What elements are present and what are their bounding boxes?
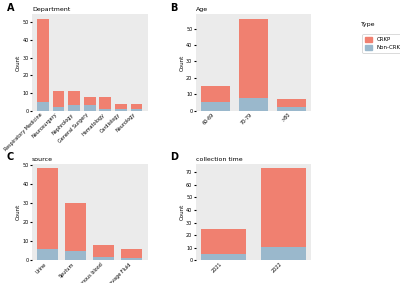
Text: Type: Type (361, 22, 376, 27)
Text: Department: Department (32, 7, 70, 12)
Bar (201, 229, 246, 254)
Text: B: B (170, 3, 178, 12)
Y-axis label: Count: Count (16, 54, 21, 70)
Bar (278, 99, 306, 108)
Bar (131, 109, 142, 111)
Text: A: A (6, 3, 14, 12)
Y-axis label: Count: Count (180, 204, 185, 220)
Bar (261, 168, 306, 246)
Bar (100, 109, 111, 111)
Y-axis label: Count: Count (180, 54, 185, 70)
Text: D: D (170, 152, 178, 162)
Bar (115, 109, 127, 111)
Text: source: source (32, 157, 53, 162)
Text: C: C (6, 152, 14, 162)
Bar (53, 91, 64, 107)
Bar (37, 249, 58, 260)
Bar (201, 86, 230, 102)
Bar (201, 102, 230, 111)
Bar (115, 104, 127, 109)
Bar (68, 105, 80, 111)
Bar (278, 108, 306, 111)
Bar (84, 105, 96, 111)
Bar (37, 168, 58, 249)
Text: collection time: collection time (196, 157, 242, 162)
Bar (84, 97, 96, 105)
Y-axis label: Count: Count (16, 204, 21, 220)
Bar (121, 249, 142, 258)
Bar (65, 203, 86, 251)
Bar (93, 256, 114, 260)
Bar (239, 19, 268, 98)
Bar (201, 254, 246, 260)
Bar (37, 102, 49, 111)
Bar (93, 245, 114, 256)
Bar (239, 98, 268, 111)
Bar (37, 19, 49, 102)
Legend: CRKP, Non-CRKP: CRKP, Non-CRKP (362, 34, 400, 53)
Bar (100, 97, 111, 109)
Bar (261, 246, 306, 260)
Bar (53, 107, 64, 111)
Bar (131, 104, 142, 109)
Bar (65, 251, 86, 260)
Bar (121, 258, 142, 260)
Text: Age: Age (196, 7, 208, 12)
Bar (68, 91, 80, 105)
